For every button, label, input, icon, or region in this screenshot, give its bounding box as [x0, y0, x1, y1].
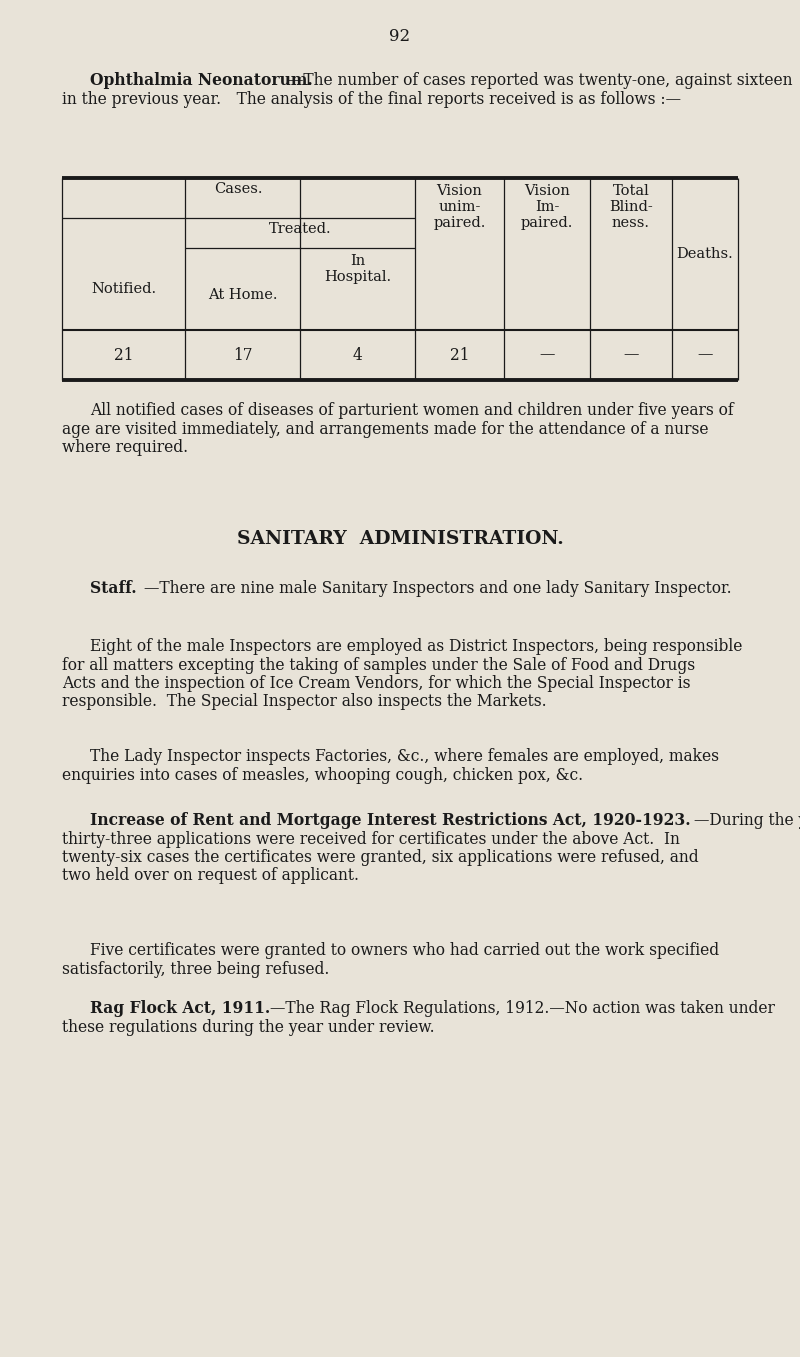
Text: Deaths.: Deaths. [677, 247, 734, 261]
Text: Cases.: Cases. [214, 182, 262, 195]
Text: these regulations during the year under review.: these regulations during the year under … [62, 1019, 434, 1035]
Text: Vision
Im-
paired.: Vision Im- paired. [521, 185, 573, 231]
Text: Treated.: Treated. [269, 223, 331, 236]
Text: —: — [623, 346, 638, 364]
Text: 92: 92 [390, 28, 410, 45]
Text: In
Hospital.: In Hospital. [324, 254, 391, 284]
Text: Staff.: Staff. [90, 579, 137, 597]
Text: —During the year: —During the year [694, 811, 800, 829]
Text: in the previous year.  The analysis of the final reports received is as follows : in the previous year. The analysis of th… [62, 91, 681, 107]
Text: Vision
unim-
paired.: Vision unim- paired. [434, 185, 486, 231]
Text: Total
Blind-
ness.: Total Blind- ness. [609, 185, 653, 231]
Text: responsible.  The Special Inspector also inspects the Markets.: responsible. The Special Inspector also … [62, 693, 546, 711]
Text: age are visited immediately, and arrangements made for the attendance of a nurse: age are visited immediately, and arrange… [62, 421, 709, 437]
Text: satisfactorily, three being refused.: satisfactorily, three being refused. [62, 961, 330, 977]
Text: Five certificates were granted to owners who had carried out the work specified: Five certificates were granted to owners… [90, 942, 719, 959]
Text: —: — [539, 346, 554, 364]
Text: —The number of cases reported was twenty-one, against sixteen: —The number of cases reported was twenty… [289, 72, 793, 90]
Text: for all matters excepting the taking of samples under the Sale of Food and Drugs: for all matters excepting the taking of … [62, 657, 695, 673]
Text: —There are nine male Sanitary Inspectors and one lady Sanitary Inspector.: —There are nine male Sanitary Inspectors… [144, 579, 732, 597]
Text: 21: 21 [450, 346, 470, 364]
Text: Ophthalmia Neonatorum.: Ophthalmia Neonatorum. [90, 72, 313, 90]
Text: Rag Flock Act, 1911.: Rag Flock Act, 1911. [90, 1000, 270, 1016]
Text: —: — [698, 346, 713, 364]
Text: All notified cases of diseases of parturient women and children under five years: All notified cases of diseases of partur… [90, 402, 734, 419]
Text: Increase of Rent and Mortgage Interest Restrictions Act, 1920-1923.: Increase of Rent and Mortgage Interest R… [90, 811, 690, 829]
Text: where required.: where required. [62, 440, 188, 456]
Text: —The Rag Flock Regulations, 1912.—No action was taken under: —The Rag Flock Regulations, 1912.—No act… [270, 1000, 775, 1016]
Text: two held over on request of applicant.: two held over on request of applicant. [62, 867, 359, 885]
Text: At Home.: At Home. [208, 288, 278, 303]
Text: thirty-three applications were received for certificates under the above Act.  I: thirty-three applications were received … [62, 830, 680, 848]
Text: enquiries into cases of measles, whooping cough, chicken pox, &c.: enquiries into cases of measles, whoopin… [62, 767, 583, 783]
Text: SANITARY  ADMINISTRATION.: SANITARY ADMINISTRATION. [237, 531, 563, 548]
Text: The Lady Inspector inspects Factories, &c., where females are employed, makes: The Lady Inspector inspects Factories, &… [90, 748, 719, 765]
Text: 17: 17 [233, 346, 252, 364]
Text: twenty-six cases the certificates were granted, six applications were refused, a: twenty-six cases the certificates were g… [62, 849, 698, 866]
Text: Acts and the inspection of Ice Cream Vendors, for which the Special Inspector is: Acts and the inspection of Ice Cream Ven… [62, 674, 690, 692]
Text: Notified.: Notified. [91, 282, 156, 296]
Text: 21: 21 [114, 346, 134, 364]
Text: 4: 4 [353, 346, 362, 364]
Text: Eight of the male Inspectors are employed as District Inspectors, being responsi: Eight of the male Inspectors are employe… [90, 638, 742, 655]
